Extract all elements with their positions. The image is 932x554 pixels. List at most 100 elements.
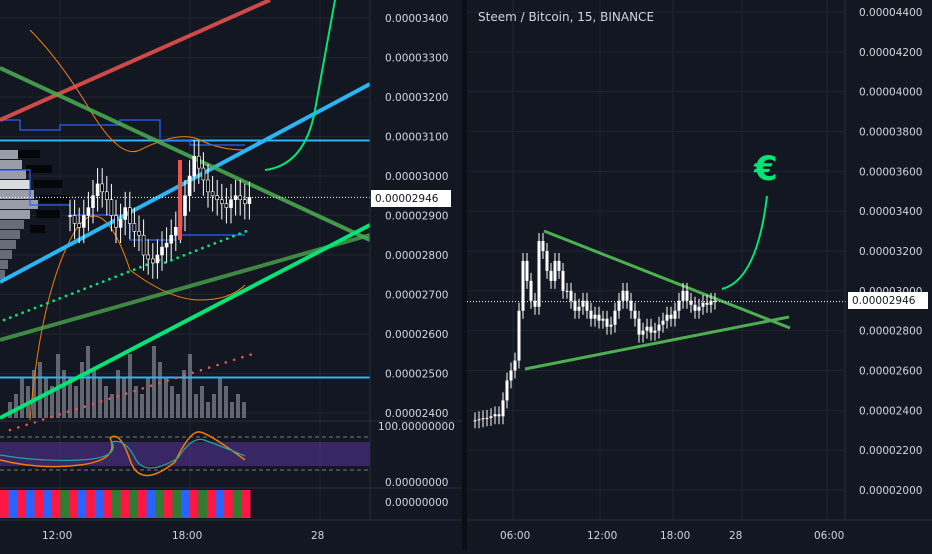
- candle-body: [661, 320, 665, 325]
- red-ma-dot: [124, 392, 128, 395]
- volume-bar: [8, 402, 12, 418]
- profile-bar: [0, 270, 5, 279]
- osc-tick-0: 0.00000000: [385, 477, 448, 489]
- red-ma-dot: [149, 384, 153, 388]
- candle-body: [713, 300, 717, 302]
- candle-body: [513, 360, 517, 371]
- y-tick-label: 0.00002400: [859, 405, 922, 417]
- red-ma-dot: [183, 374, 186, 377]
- green-ma-dot: [194, 249, 198, 253]
- green-ma-dot: [77, 289, 80, 293]
- volume-bar: [50, 386, 54, 418]
- color-bar-segment: [103, 490, 113, 518]
- candle-body: [653, 330, 657, 333]
- color-bar-segment: [112, 490, 122, 518]
- red-ma-dot: [83, 405, 86, 408]
- right-chart-canvas[interactable]: Steem / Bitcoin, 15, BINANCE 0.000044000…: [467, 0, 932, 550]
- candle-body: [609, 324, 613, 327]
- left-chart-canvas[interactable]: 100.00000000 0.00000000 0.00000000 0.000…: [0, 0, 462, 550]
- upper-trend-line: [543, 229, 791, 330]
- candle-body: [685, 290, 689, 301]
- candle-body: [625, 290, 629, 301]
- profile-bar-dark: [30, 225, 45, 233]
- candle-body: [601, 318, 605, 321]
- volume-bar: [20, 378, 24, 418]
- candle-body: [215, 195, 219, 200]
- red-ma-dot: [91, 402, 95, 406]
- color-bar-segment: [241, 490, 251, 518]
- green-ma-dot: [145, 263, 149, 267]
- candle-body: [565, 290, 569, 292]
- green-ma-dot: [101, 280, 105, 283]
- volume-bar: [164, 378, 168, 418]
- candle-body: [693, 304, 697, 311]
- lower-band: [29, 215, 246, 421]
- candle-body: [151, 258, 155, 264]
- color-bar-segment: [215, 490, 225, 518]
- x-tick-label: 28: [729, 530, 742, 542]
- red-trend-line: [0, 0, 271, 122]
- profile-bar: [0, 150, 18, 159]
- volume-bar: [218, 378, 222, 418]
- profile-bar-dark: [26, 165, 52, 173]
- green-ma-dot: [139, 265, 142, 269]
- volume-bar: [158, 362, 162, 418]
- color-bar-segment: [224, 490, 234, 518]
- candle-body: [525, 260, 529, 281]
- candle-body: [164, 242, 169, 248]
- color-bar-segment: [137, 490, 148, 518]
- green-ma-dot: [201, 246, 204, 250]
- candle-body: [645, 326, 649, 331]
- candle-body: [146, 254, 150, 260]
- candle-body: [86, 207, 91, 216]
- candle-body: [477, 419, 481, 421]
- candle-body: [197, 155, 201, 169]
- price-tag-text: 0.00002946: [852, 295, 916, 307]
- last-price-tag: 0.00002946: [371, 190, 451, 207]
- candle-body: [505, 380, 509, 401]
- candle-body: [517, 310, 521, 361]
- color-bar-segment: [120, 490, 130, 518]
- y-tick-label: 0.00002000: [859, 485, 922, 497]
- profile-bar: [0, 260, 8, 269]
- volume-bar: [230, 402, 234, 418]
- green-ma-dot: [52, 299, 55, 303]
- y-tick-label: 0.00002600: [859, 366, 922, 378]
- red-ma-dot: [25, 423, 28, 427]
- red-ma-dot: [224, 361, 228, 364]
- oscillator-band: [0, 442, 370, 466]
- osc-line-d: [0, 438, 246, 469]
- candle-body: [206, 179, 210, 193]
- green-ma-dot: [2, 318, 6, 322]
- candle-body: [493, 414, 497, 417]
- green-ma-dot: [182, 254, 186, 257]
- y-tick-label: 0.00003600: [859, 166, 922, 178]
- volume-bar: [74, 386, 78, 418]
- green-ma-dot: [108, 277, 111, 281]
- volume-bar: [242, 402, 246, 418]
- green-ma-dot: [58, 297, 62, 300]
- y-tick-label: 0.00004000: [859, 87, 922, 99]
- volume-bar: [146, 378, 150, 418]
- trend-lines: [0, 0, 371, 432]
- volume-bar: [188, 354, 192, 418]
- left-chart-panel[interactable]: 100.00000000 0.00000000 0.00000000 0.000…: [0, 0, 462, 550]
- y-tick-label: 0.00002800: [859, 326, 922, 338]
- green-ma-dot: [39, 304, 43, 307]
- y-tick-label: 0.00003200: [859, 246, 922, 258]
- profile-bar: [0, 160, 22, 169]
- volume-bar: [176, 394, 180, 418]
- candle-body: [68, 215, 72, 217]
- candle-body: [174, 227, 178, 236]
- volume-bar: [14, 394, 18, 418]
- lower-channel: [0, 169, 245, 241]
- candle-body: [529, 280, 533, 301]
- right-chart-panel[interactable]: Steem / Bitcoin, 15, BINANCE 0.00004400 0…: [467, 0, 932, 550]
- profile-bar-dark: [18, 150, 40, 158]
- candle-body: [541, 241, 545, 251]
- volume-bar: [104, 386, 108, 418]
- candle-body: [617, 300, 621, 311]
- candle-body: [141, 234, 146, 256]
- price-axis: 100.00000000 0.00000000 0.00000000 0.000…: [0, 0, 462, 521]
- profile-bar: [0, 180, 30, 189]
